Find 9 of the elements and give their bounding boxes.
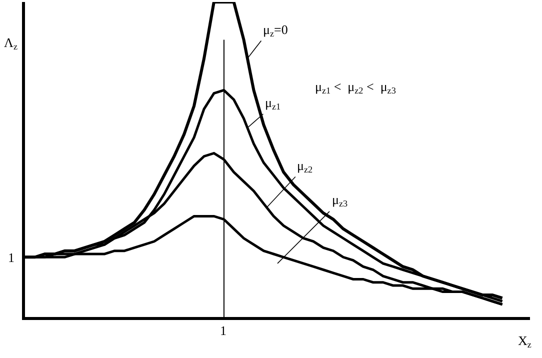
annotation: μ$_{z1}$: [265, 95, 281, 112]
text: 1: [8, 250, 14, 265]
annotation: μ$_{z1}$ < μ$_{z2}$ < μ$_{z3}$: [315, 79, 396, 96]
y-axis-title: Λ$_{z}$: [4, 35, 18, 52]
annotation: μ$_{z2}$: [297, 158, 314, 175]
text: 1: [220, 323, 226, 338]
annotation: μ$_{z}$=0: [263, 22, 288, 39]
x-axis-title: X$_{z}$: [518, 333, 532, 350]
annotation: μ$_{z3}$: [332, 192, 348, 209]
